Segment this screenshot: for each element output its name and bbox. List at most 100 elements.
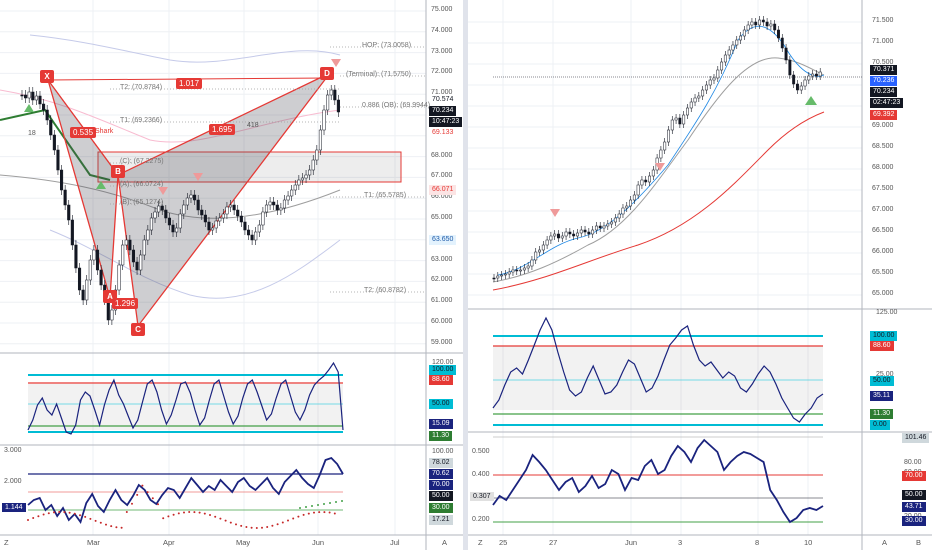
price-badge: 02:47:23 — [870, 98, 904, 108]
price-tick: 61.000 — [431, 297, 453, 305]
price-tick: 59.000 — [431, 338, 453, 346]
level-b: (B): (65.1274) — [120, 199, 164, 206]
ind-badge: 50.00 — [870, 376, 894, 386]
right-ind2-axis-left-0: 0.500 — [472, 448, 490, 455]
price-tick: 66.000 — [431, 193, 453, 201]
time-label-25: 25 — [499, 538, 508, 547]
price-badge: 10:47:23 — [429, 117, 463, 127]
ind-badge: 30.00 — [902, 516, 926, 526]
left-ind2-badge: 1.144 — [2, 503, 26, 512]
fragment-label-2: 418 — [247, 122, 259, 129]
price-badge: 69.133 — [429, 128, 457, 138]
buy-marker-icon — [24, 104, 34, 112]
right-price-axis[interactable]: 71.50071.00070.50070.00069.50069.00068.5… — [866, 0, 932, 309]
ratio-label-xd: 1.017 — [176, 78, 203, 89]
buy-marker-icon — [96, 181, 106, 189]
right-time-axis[interactable]: Z 25 27 Jun 3 8 10 A B — [468, 536, 932, 550]
price-tick: 63.000 — [431, 255, 453, 263]
price-tick: 67.000 — [431, 172, 453, 180]
ratio-label-ac: 1.296 — [112, 298, 139, 309]
ind-badge: 100.00 — [429, 447, 457, 457]
time-label-jun: Jun — [625, 538, 638, 547]
harmonic-point-d: D — [320, 67, 334, 80]
right-ind2-left-badge: 0.307 — [470, 492, 494, 501]
price-badge: 70.234 — [429, 106, 457, 116]
ind-badge: 15.09 — [429, 419, 453, 429]
ind-badge: 43.71 — [902, 502, 926, 512]
ind-badge: 30.00 — [429, 503, 453, 513]
ratio-label-bd: 1.695 — [209, 124, 236, 135]
ind-tick: 25.00 — [876, 371, 894, 378]
price-tick: 65.000 — [431, 214, 453, 221]
price-tick: 72.000 — [431, 68, 453, 76]
ind-badge: 100.00 — [429, 365, 457, 375]
price-tick: 65.500 — [872, 269, 894, 276]
ind-badge: 101.46 — [902, 433, 930, 443]
sell-marker-icon — [193, 173, 203, 181]
chart-splitter[interactable] — [463, 0, 468, 550]
left-ind2-axis-2: 2.000 — [4, 478, 22, 485]
price-tick: 68.000 — [431, 151, 453, 159]
ind-badge: 70.00 — [429, 480, 453, 490]
ind-badge: 70.00 — [902, 471, 926, 481]
price-tick: 60.000 — [431, 318, 453, 325]
harmonic-point-c: C — [131, 323, 145, 336]
time-label-27: 27 — [549, 538, 558, 547]
left-price-axis[interactable]: 75.00074.00073.00072.00071.00070.00069.0… — [429, 0, 463, 353]
ind-badge: 88.60 — [429, 375, 453, 385]
time-label-mar: Mar — [87, 538, 100, 547]
ind-badge: 17.21 — [429, 515, 453, 525]
ind-badge: 35.11 — [870, 391, 893, 401]
right-corner-z[interactable]: Z — [478, 538, 483, 547]
ind-badge: 100.00 — [870, 331, 898, 341]
right-chart-canvas[interactable] — [468, 0, 932, 550]
left-corner-a[interactable]: A — [442, 538, 448, 547]
price-tick: 74.000 — [431, 26, 453, 34]
right-corner-b[interactable]: B — [916, 538, 922, 547]
level-a: (A): (66.0724) — [120, 181, 164, 188]
price-tick: 68.500 — [872, 143, 894, 150]
left-chart-canvas[interactable] — [0, 0, 463, 550]
left-corner-z[interactable]: Z — [4, 538, 9, 547]
level-t2-lower: T2: (60.8782) — [364, 287, 407, 294]
time-label-8: 8 — [755, 538, 760, 547]
level-ob: 0.886 (OB): (69.9944) — [362, 102, 431, 109]
left-chart-pane[interactable]: 75.00074.00073.00072.00071.00070.00069.0… — [0, 0, 463, 550]
right-chart-pane[interactable]: 71.50071.00070.50070.00069.50069.00068.5… — [468, 0, 932, 550]
ratio-label-xb: 0.535 — [70, 127, 97, 138]
time-label-jul: Jul — [390, 538, 400, 547]
ind-tick: 125.00 — [876, 309, 898, 316]
level-hop: HOP: (73.0058) — [362, 42, 412, 49]
ind-badge: 50.00 — [429, 399, 453, 409]
price-badge: 66.071 — [429, 185, 457, 195]
price-badge: 63.650 — [429, 235, 457, 245]
sell-marker-icon — [655, 163, 665, 171]
sell-marker-icon — [331, 59, 341, 67]
price-badge: 70.574 — [429, 95, 457, 105]
price-badge: 69.392 — [870, 110, 898, 120]
time-label-10: 10 — [804, 538, 813, 547]
price-tick: 75.000 — [431, 6, 453, 13]
buy-marker-icon — [805, 96, 817, 105]
price-badge: 70.234 — [870, 87, 898, 97]
right-corner-a[interactable]: A — [882, 538, 888, 547]
level-t2-upper: T2: (70.8784) — [120, 84, 163, 91]
price-tick: 68.000 — [872, 164, 894, 171]
price-tick: 65.000 — [872, 290, 894, 297]
price-tick: 66.000 — [872, 248, 894, 255]
price-badge: 70.371 — [870, 65, 898, 75]
right-ind2-axis-left-2: 0.200 — [472, 516, 490, 523]
ind-badge: 70.62 — [429, 469, 453, 479]
price-tick: 67.500 — [872, 185, 894, 192]
level-terminal: (Terminal): (71.5750) — [346, 71, 411, 78]
ind-badge: 0.00 — [870, 420, 890, 430]
left-time-axis[interactable]: Z Mar Apr May Jun Jul A — [0, 536, 463, 550]
right-ind2-axis-left-1: 0.400 — [472, 471, 490, 478]
ind-badge: 50.00 — [429, 491, 453, 501]
price-tick: 70.500 — [872, 59, 894, 66]
ind-tick: 80.00 — [904, 459, 922, 466]
level-t1-lower: T1: (65.5785) — [364, 192, 407, 199]
left-ind1-axis-top: 120.00 — [432, 359, 454, 366]
price-tick: 67.000 — [872, 206, 894, 213]
price-tick: 73.000 — [431, 47, 453, 55]
